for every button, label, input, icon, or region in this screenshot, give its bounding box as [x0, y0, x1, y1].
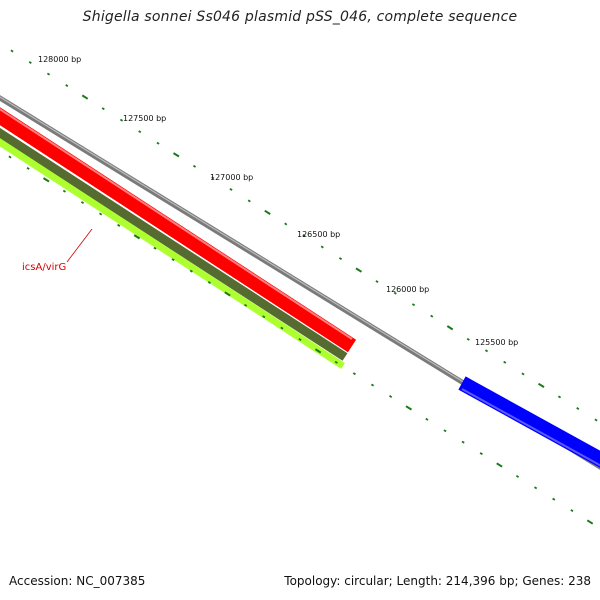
minor-tick [156, 141, 160, 145]
minor-tick [229, 187, 233, 191]
topology-summary-text: Topology: circular; Length: 214,396 bp; … [284, 574, 591, 588]
minor-tick [80, 201, 85, 205]
major-tick [42, 177, 50, 183]
scale-label-127500: 127500 bp [123, 114, 166, 123]
major-tick [224, 291, 231, 297]
minor-tick [534, 486, 538, 490]
minor-tick [557, 395, 562, 399]
minor-tick [138, 130, 142, 134]
gc-skew-light-band [0, 138, 345, 369]
minor-tick [302, 234, 306, 237]
gene-label-icsA-virG[interactable]: icsA/virG [22, 262, 66, 273]
map-title: Shigella sonnei Ss046 plasmid pSS_046, c… [82, 9, 518, 25]
minor-tick [594, 418, 598, 422]
reverse-cds-feature[interactable] [458, 376, 600, 468]
major-tick [264, 209, 271, 215]
major-tick [355, 267, 363, 273]
forward-cds-feature[interactable] [0, 107, 357, 353]
major-tick [446, 325, 454, 331]
minor-tick [466, 337, 470, 341]
minor-tick [280, 326, 284, 330]
minor-tick [244, 303, 248, 307]
scale-label-128000: 128000 bp [38, 55, 81, 64]
minor-tick [119, 118, 124, 122]
minor-tick [207, 281, 211, 284]
minor-tick [10, 49, 14, 53]
minor-tick [171, 258, 175, 262]
minor-tick [515, 474, 520, 478]
forward-cds-highlight [0, 108, 353, 340]
minor-tick [284, 222, 288, 226]
minor-tick [352, 372, 356, 376]
scale-ticks-inner [8, 155, 594, 525]
minor-tick [576, 407, 580, 410]
minor-tick [192, 164, 197, 168]
minor-tick [320, 245, 324, 249]
major-tick [172, 152, 180, 158]
major-tick [314, 348, 322, 354]
minor-tick [370, 383, 375, 387]
minor-tick [570, 509, 574, 513]
minor-tick [189, 269, 193, 273]
gc-skew-dark-band [0, 127, 348, 361]
major-tick [586, 519, 594, 525]
minor-tick [8, 155, 12, 159]
minor-tick [99, 212, 103, 216]
major-tick [133, 234, 141, 240]
minor-tick [375, 280, 379, 284]
minor-tick [247, 199, 251, 203]
minor-tick [28, 61, 32, 64]
minor-tick [153, 246, 157, 250]
minor-tick [411, 303, 416, 307]
minor-tick [298, 338, 302, 341]
minor-tick [484, 349, 489, 353]
minor-tick [338, 257, 343, 261]
minor-tick [26, 166, 30, 170]
minor-tick [552, 497, 556, 501]
minor-tick [334, 360, 338, 364]
major-tick [537, 382, 545, 388]
major-tick [496, 462, 503, 468]
accession-text: Accession: NC_007385 [9, 574, 146, 588]
minor-tick [521, 372, 525, 376]
minor-tick [430, 314, 434, 318]
minor-tick [62, 189, 66, 193]
minor-tick [117, 223, 121, 227]
minor-tick [503, 360, 507, 364]
minor-tick [46, 72, 51, 76]
minor-tick [461, 440, 465, 444]
major-tick [405, 405, 413, 411]
minor-tick [65, 84, 69, 88]
scale-label-125500: 125500 bp [475, 338, 518, 347]
minor-tick [425, 417, 429, 421]
scale-ticks-outer [10, 49, 598, 422]
gene-label-leader [66, 228, 93, 263]
minor-tick [262, 315, 266, 319]
minor-tick [389, 395, 393, 398]
minor-tick [479, 452, 483, 456]
minor-tick [393, 291, 397, 295]
major-tick [81, 94, 89, 100]
reverse-cds-highlight [461, 388, 600, 467]
minor-tick [101, 107, 105, 111]
minor-tick [443, 429, 447, 433]
scale-label-126500: 126500 bp [297, 230, 340, 239]
minor-tick [211, 176, 215, 180]
scale-label-126000: 126000 bp [386, 285, 429, 294]
scale-label-127000: 127000 bp [210, 173, 253, 182]
